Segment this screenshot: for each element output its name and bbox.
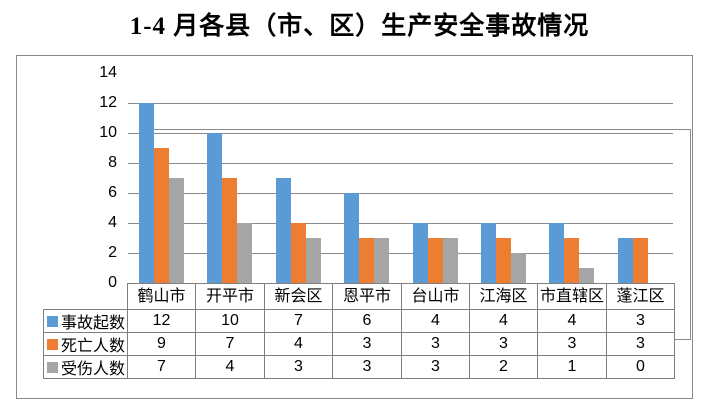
value-cell: 3 (264, 355, 333, 379)
category-header-cell: 市直辖区 (537, 283, 607, 310)
value-cell: 4 (264, 332, 333, 356)
gridline (128, 163, 673, 164)
y-axis-tick-label: 0 (108, 274, 117, 291)
value-cell: 3 (401, 355, 470, 379)
value-cell: 7 (264, 309, 333, 333)
category-header-cell: 鹤山市 (127, 283, 196, 310)
category-header-cell: 蓬江区 (606, 283, 675, 310)
category-header-cell: 新会区 (264, 283, 333, 310)
value-cell: 1 (537, 355, 607, 379)
legend-key-icon (47, 361, 58, 373)
series-legend-cell: 死亡人数 (43, 332, 128, 356)
bar (169, 178, 184, 283)
value-cell: 3 (537, 332, 607, 356)
y-axis-tick-label: 4 (108, 214, 117, 231)
gridline (128, 193, 673, 194)
bar (222, 178, 237, 283)
bar (428, 238, 443, 283)
value-cell: 12 (127, 309, 196, 333)
bar (374, 238, 389, 283)
bar (481, 223, 496, 283)
value-cell: 9 (127, 332, 196, 356)
value-cell: 3 (606, 309, 675, 333)
value-cell: 3 (332, 355, 402, 379)
gridline (128, 133, 673, 134)
value-cell: 3 (332, 332, 402, 356)
bar (496, 238, 511, 283)
value-cell: 3 (469, 332, 538, 356)
legend-key-icon (47, 315, 58, 327)
value-cell: 2 (469, 355, 538, 379)
category-header-cell: 开平市 (195, 283, 265, 310)
bar (443, 238, 458, 283)
value-cell: 4 (401, 309, 470, 333)
bar (207, 133, 222, 283)
value-cell: 7 (127, 355, 196, 379)
series-name-label: 死亡人数 (61, 338, 126, 355)
bar (139, 103, 154, 283)
y-axis-tick-label: 10 (99, 124, 117, 141)
value-cell: 3 (606, 332, 675, 356)
y-axis-tick-label: 12 (99, 94, 117, 111)
bar (549, 223, 564, 283)
y-axis-tick-label: 6 (108, 184, 117, 201)
bar (291, 223, 306, 283)
bar (633, 238, 648, 283)
chart-title: 1-4 月各县（市、区）生产安全事故情况 (129, 13, 590, 40)
bar (564, 238, 579, 283)
value-cell: 0 (606, 355, 675, 379)
gridline (128, 223, 673, 224)
bar (511, 253, 526, 283)
series-name-label: 受伤人数 (61, 361, 126, 378)
y-axis-tick-label: 2 (108, 244, 117, 261)
value-cell: 10 (195, 309, 265, 333)
value-cell: 4 (537, 309, 607, 333)
value-cell: 3 (401, 332, 470, 356)
bar (413, 223, 428, 283)
value-cell: 7 (195, 332, 265, 356)
series-legend-cell: 受伤人数 (43, 355, 128, 379)
value-cell: 6 (332, 309, 402, 333)
bar (579, 268, 594, 283)
bar (359, 238, 374, 283)
bar (344, 193, 359, 283)
series-name-label: 事故起数 (61, 315, 126, 332)
category-header-cell: 台山市 (401, 283, 470, 310)
bar (237, 223, 252, 283)
bar (618, 238, 633, 283)
series-legend-cell: 事故起数 (43, 309, 128, 333)
value-cell: 4 (195, 355, 265, 379)
bar (154, 148, 169, 283)
y-axis-tick-label: 8 (108, 154, 117, 171)
bar (276, 178, 291, 283)
value-cell: 4 (469, 309, 538, 333)
bar (306, 238, 321, 283)
y-axis-tick-label: 14 (99, 64, 117, 81)
category-header-cell: 江海区 (469, 283, 538, 310)
legend-key-icon (47, 338, 58, 350)
gridline (128, 253, 673, 254)
gridline (128, 103, 673, 104)
category-header-cell: 恩平市 (332, 283, 402, 310)
